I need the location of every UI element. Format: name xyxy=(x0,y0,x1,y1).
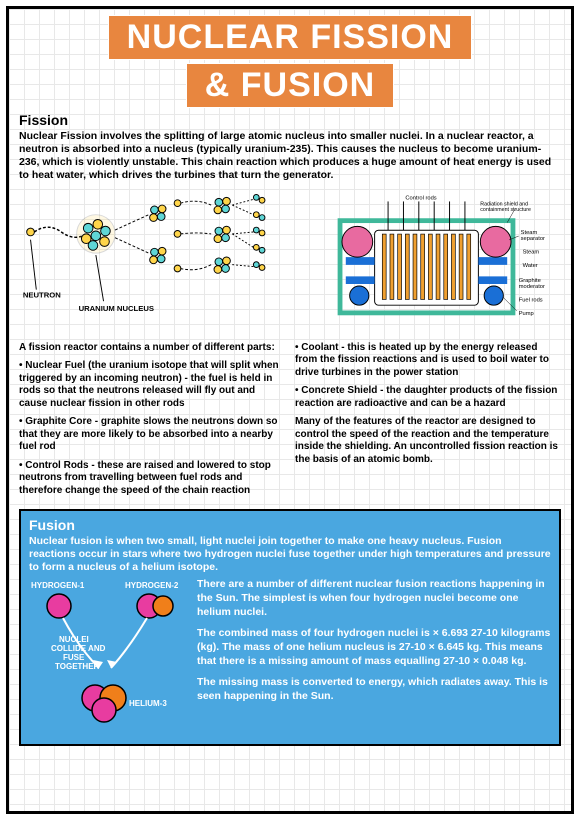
diagram-row: NEUTRON URANIUM NUCLEUS xyxy=(9,187,571,340)
fission-intro: Nuclear Fission involves the splitting o… xyxy=(9,128,571,187)
title-line-2: & FUSION xyxy=(186,63,394,108)
svg-text:Fuel rods: Fuel rods xyxy=(519,297,543,303)
fusion-p-2: The missing mass is converted to energy,… xyxy=(197,676,551,703)
fusion-diagram: HYDROGEN-1 HYDROGEN-2 NUCLEICOLLIDE ANDF… xyxy=(29,578,189,738)
svg-text:HYDROGEN-2: HYDROGEN-2 xyxy=(125,581,179,590)
fusion-intro: Nuclear fusion is when two small, light … xyxy=(29,533,551,578)
neutron-label: NEUTRON xyxy=(23,290,61,299)
svg-text:Control rods: Control rods xyxy=(405,195,436,201)
fission-col-right: • Coolant - this is heated up by the ene… xyxy=(295,342,561,504)
reactor-diagram: Control rods Radiation shield andcontain… xyxy=(292,191,561,336)
svg-text:Water: Water xyxy=(523,262,538,268)
svg-text:Graphitemoderator: Graphitemoderator xyxy=(519,278,545,290)
fission-heading: Fission xyxy=(9,110,571,128)
fission-columns: A fission reactor contains a number of d… xyxy=(9,340,571,506)
svg-text:HYDROGEN-1: HYDROGEN-1 xyxy=(31,581,85,590)
col-right-1: • Concrete Shield - the daughter product… xyxy=(295,385,561,410)
svg-text:NUCLEICOLLIDE ANDFUSETOGETHER: NUCLEICOLLIDE ANDFUSETOGETHER xyxy=(51,635,106,671)
col-right-2: Many of the features of the reactor are … xyxy=(295,416,561,466)
svg-text:Steamseparator: Steamseparator xyxy=(521,230,545,242)
fusion-heading: Fusion xyxy=(29,517,551,533)
svg-text:Radiation shield andcontainmen: Radiation shield andcontainment structur… xyxy=(480,201,531,213)
svg-text:HELIUM-3: HELIUM-3 xyxy=(129,699,167,708)
col-right-0: • Coolant - this is heated up by the ene… xyxy=(295,342,561,380)
fission-col-left: A fission reactor contains a number of d… xyxy=(19,342,285,504)
col-left-1: • Graphite Core - graphite slows the neu… xyxy=(19,416,285,454)
col-left-intro: A fission reactor contains a number of d… xyxy=(19,342,285,355)
col-left-2: • Control Rods - these are raised and lo… xyxy=(19,460,285,498)
fusion-p-1: The combined mass of four hydrogen nucle… xyxy=(197,627,551,668)
fusion-text: There are a number of different nuclear … xyxy=(197,578,551,738)
title-line-1: NUCLEAR FISSION xyxy=(108,15,473,60)
page-frame: NUCLEAR FISSION & FUSION Fission Nuclear… xyxy=(6,6,574,814)
svg-text:Steam: Steam xyxy=(523,249,540,255)
col-left-0: • Nuclear Fuel (the uranium isotope that… xyxy=(19,360,285,410)
svg-text:Pump: Pump xyxy=(519,310,534,316)
fusion-block: Fusion Nuclear fusion is when two small,… xyxy=(19,509,561,746)
nucleus-label: URANIUM NUCLEUS xyxy=(79,303,154,312)
fusion-p-0: There are a number of different nuclear … xyxy=(197,578,551,619)
title-block: NUCLEAR FISSION & FUSION xyxy=(9,9,571,110)
fission-chain-diagram: NEUTRON URANIUM NUCLEUS xyxy=(19,191,288,336)
